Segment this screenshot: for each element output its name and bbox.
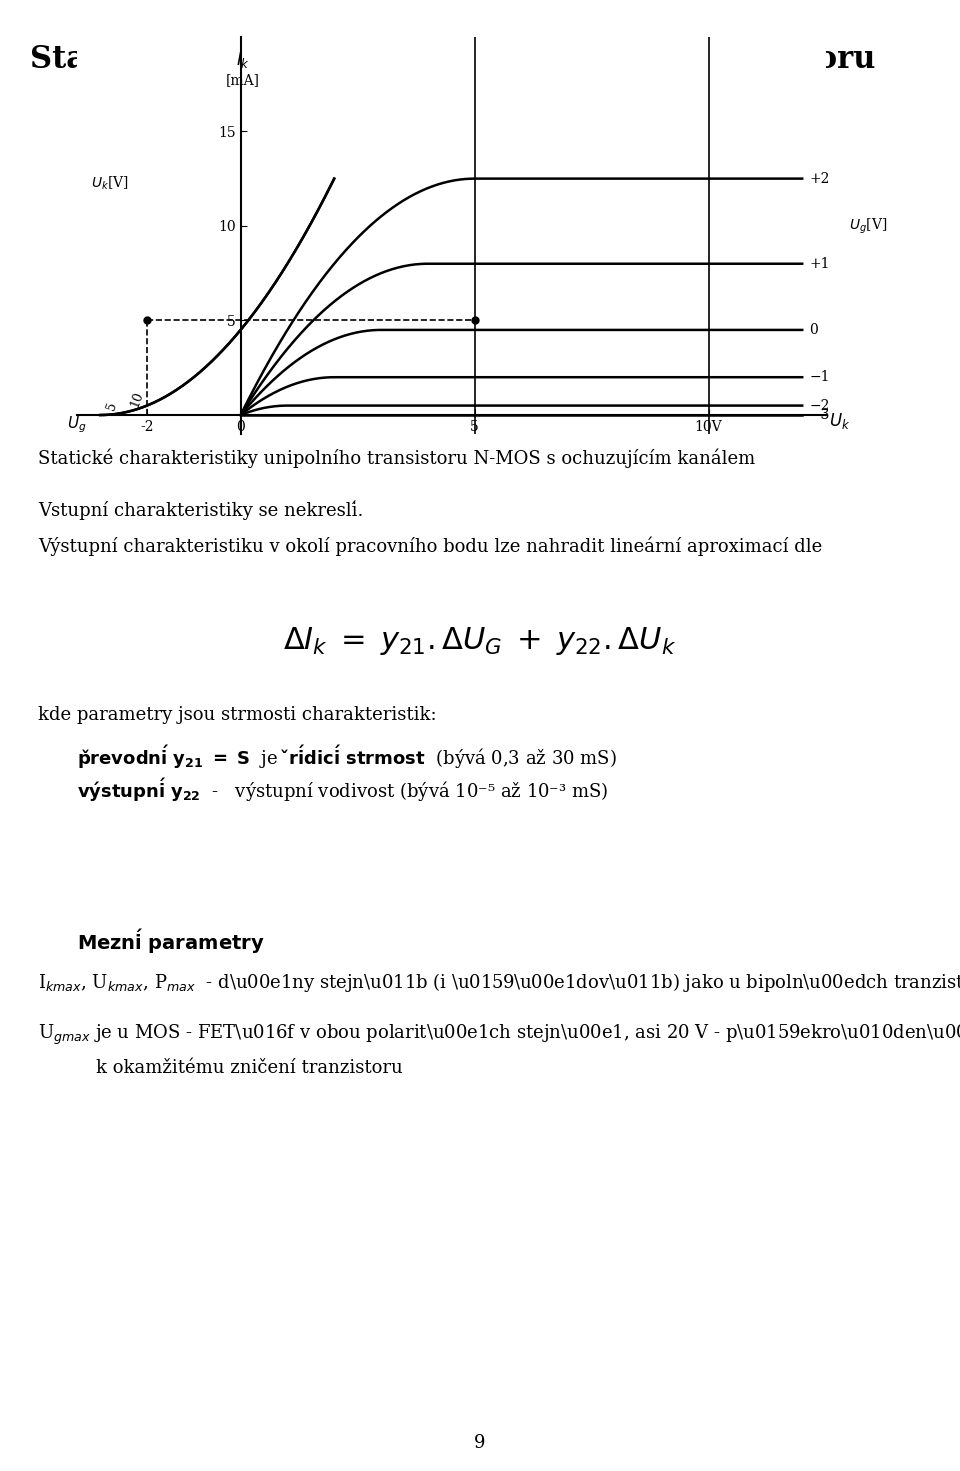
Text: −3: −3 bbox=[809, 407, 829, 422]
Text: −1: −1 bbox=[809, 371, 829, 384]
Text: $U_g$: $U_g$ bbox=[67, 415, 86, 435]
Text: $I_k$: $I_k$ bbox=[236, 50, 250, 71]
Text: Výstupní charakteristiku v okolí pracovního bodu lze nahradit lineární aproximac: Výstupní charakteristiku v okolí pracovn… bbox=[38, 537, 823, 556]
Text: kde parametry jsou strmosti charakteristik:: kde parametry jsou strmosti charakterist… bbox=[38, 706, 437, 724]
Text: 0: 0 bbox=[809, 324, 818, 337]
Text: $U_g$[V]: $U_g$[V] bbox=[849, 216, 887, 235]
Text: $U_k$: $U_k$ bbox=[829, 412, 851, 431]
Text: Statické charakteristiky unipolárního transistoru: Statické charakteristiky unipolárního tr… bbox=[30, 43, 876, 75]
Text: 5: 5 bbox=[105, 400, 120, 412]
Text: +2: +2 bbox=[809, 172, 829, 185]
Text: [mA]: [mA] bbox=[226, 74, 260, 87]
Text: U$_{gmax}$ je u MOS - FET\u016f v obou polarit\u00e1ch stejn\u00e1, asi 20 V - p: U$_{gmax}$ je u MOS - FET\u016f v obou p… bbox=[38, 1022, 960, 1046]
Text: I$_{kmax}$, U$_{kmax}$, P$_{max}$  - d\u00e1ny stejn\u011b (i \u0159\u00e1dov\u0: I$_{kmax}$, U$_{kmax}$, P$_{max}$ - d\u0… bbox=[38, 971, 960, 994]
Text: Statické charakteristiky unipolního transistoru N-MOS s ochuzujícím kanálem: Statické charakteristiky unipolního tran… bbox=[38, 449, 756, 468]
Text: $\bf{Mezn\acute{i}\ parametry}$: $\bf{Mezn\acute{i}\ parametry}$ bbox=[77, 927, 264, 956]
Text: −2: −2 bbox=[809, 399, 829, 412]
Text: $\bf{p\check{r}evodn\acute{i}\ y_{21}\ =\ S}$  je  $\bf{\check{r}\acute{i}dic\ac: $\bf{p\check{r}evodn\acute{i}\ y_{21}\ =… bbox=[77, 743, 616, 771]
Text: $U_k$[V]: $U_k$[V] bbox=[91, 175, 129, 193]
Text: 10: 10 bbox=[129, 390, 146, 409]
Text: Vstupní charakteristiky se nekreslí.: Vstupní charakteristiky se nekreslí. bbox=[38, 500, 364, 519]
Text: $\bf{v\acute{y}stupn\acute{i}\ y_{22}}$  -   výstupní vodivost (bývá 10⁻⁵ až 10⁻: $\bf{v\acute{y}stupn\acute{i}\ y_{22}}$ … bbox=[77, 777, 609, 805]
Text: 9: 9 bbox=[474, 1434, 486, 1452]
Text: k okamžitému zničení tranzistoru: k okamžitému zničení tranzistoru bbox=[96, 1059, 403, 1077]
Text: +1: +1 bbox=[809, 257, 829, 271]
Text: $\Delta I_k \;=\; y_{21} . \Delta U_G \;+\; y_{22} . \Delta U_k$: $\Delta I_k \;=\; y_{21} . \Delta U_G \;… bbox=[283, 625, 677, 658]
